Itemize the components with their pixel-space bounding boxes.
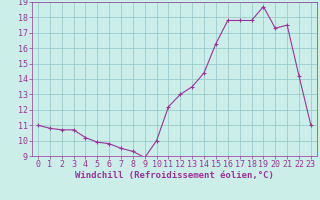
- X-axis label: Windchill (Refroidissement éolien,°C): Windchill (Refroidissement éolien,°C): [75, 171, 274, 180]
